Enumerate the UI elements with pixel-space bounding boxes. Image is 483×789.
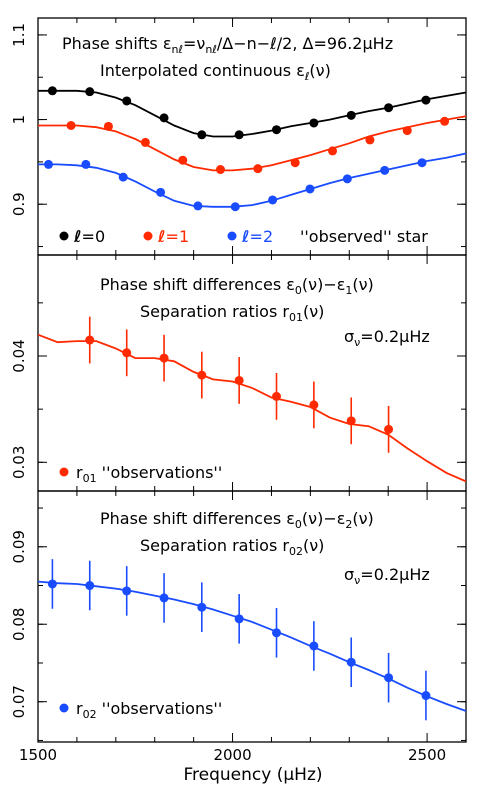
y-tick-label: 0.09	[10, 530, 28, 563]
data-point-l0	[197, 130, 207, 140]
data-point-l1	[402, 126, 412, 136]
data-point-l2	[44, 159, 54, 169]
legend-marker-l0	[59, 231, 69, 241]
curve-bottom	[38, 580, 466, 712]
data-point-bottom	[421, 691, 431, 701]
data-point-l1	[440, 116, 450, 126]
legend-label-l0: ℓ=0	[73, 227, 105, 246]
y-tick-label: 1.1	[10, 23, 28, 47]
curve-l0	[38, 89, 466, 138]
data-point-bottom	[85, 581, 95, 591]
data-point-l0	[47, 86, 57, 96]
bot-sigma: σν=0.2μHz	[344, 565, 430, 587]
data-point-l2	[156, 187, 166, 197]
legend-label-r02: r02 ''observations''	[76, 699, 222, 721]
top-title-line1: Phase shifts εnℓ=νnℓ/Δ−n−ℓ/2, Δ=96.2μHz	[62, 34, 393, 56]
data-point-l0	[272, 125, 282, 135]
data-point-middle	[197, 370, 207, 380]
data-point-l0	[122, 96, 132, 106]
data-point-l0	[384, 103, 394, 113]
data-point-l0	[421, 95, 431, 105]
top-title-line2: Interpolated continuous εℓ(ν)	[100, 61, 331, 83]
legend-label-l1: ℓ=1	[157, 227, 189, 246]
curve-l2	[38, 152, 466, 208]
legend-marker-r01	[59, 467, 69, 477]
data-point-l0	[346, 110, 356, 120]
y-tick-label: 0.9	[10, 192, 28, 216]
data-point-bottom	[159, 593, 169, 603]
panel-frame-top	[37, 17, 467, 256]
legend-label-l2: ℓ=2	[241, 227, 273, 246]
y-tick-label: 0.04	[10, 339, 28, 372]
data-point-bottom	[346, 657, 356, 667]
data-point-middle	[159, 353, 169, 363]
x-tick-label: 2000	[213, 746, 251, 764]
data-point-l2	[305, 184, 315, 194]
data-point-bottom	[272, 628, 282, 638]
data-point-l1	[365, 135, 375, 145]
data-point-middle	[309, 400, 319, 410]
data-point-l2	[342, 174, 352, 184]
data-point-bottom	[384, 673, 394, 683]
data-point-bottom	[122, 586, 132, 596]
x-tick-label: 1500	[19, 746, 57, 764]
data-point-bottom	[47, 579, 57, 589]
data-point-l0	[85, 87, 95, 97]
data-point-l2	[417, 158, 427, 168]
data-point-l2	[193, 201, 203, 211]
y-tick-label: 0.08	[10, 608, 28, 641]
data-point-l1	[328, 146, 338, 156]
bot-legend: r02 ''observations''	[59, 699, 222, 721]
mid-legend: r01 ''observations''	[59, 463, 222, 485]
y-tick-label: 0.03	[10, 446, 28, 479]
legend-label-r01: r01 ''observations''	[76, 463, 222, 485]
data-point-l0	[309, 118, 319, 128]
data-point-l1	[66, 120, 76, 130]
legend-marker-l1	[143, 231, 153, 241]
data-point-l2	[81, 159, 91, 169]
data-point-middle	[346, 416, 356, 426]
y-tick-label: 0.07	[10, 685, 28, 718]
data-point-bottom	[309, 641, 319, 651]
curve-l1	[38, 115, 466, 172]
data-point-bottom	[234, 614, 244, 624]
data-point-l1	[215, 165, 225, 175]
data-point-l2	[230, 202, 240, 212]
data-point-l2	[380, 165, 390, 175]
legend-label-observed: ''observed'' star	[300, 227, 428, 246]
x-axis-label: Frequency (μHz)	[183, 765, 322, 785]
data-point-l0	[234, 130, 244, 140]
x-tick-label: 2500	[408, 746, 446, 764]
data-point-middle	[234, 375, 244, 385]
mid-sigma: σν=0.2μHz	[344, 327, 430, 349]
data-point-l1	[140, 137, 150, 147]
bot-title-line1: Phase shift differences ε0(ν)−ε2(ν)	[100, 509, 374, 531]
data-point-l1	[290, 158, 300, 168]
data-point-l0	[159, 113, 169, 123]
legend-marker-l2	[227, 231, 237, 241]
data-point-middle	[122, 348, 132, 358]
data-point-middle	[85, 335, 95, 345]
curve-middle	[38, 333, 466, 483]
data-point-l2	[268, 195, 278, 205]
data-point-middle	[384, 424, 394, 434]
bot-title-line2: Separation ratios r02(ν)	[140, 536, 324, 558]
mid-title-line1: Phase shift differences ε0(ν)−ε1(ν)	[100, 275, 374, 297]
panel-frame-bottom	[37, 490, 467, 743]
data-point-l1	[253, 164, 263, 174]
data-point-bottom	[197, 602, 207, 612]
data-point-l1	[178, 155, 188, 165]
y-tick-label: 1	[10, 115, 28, 125]
mid-title-line2: Separation ratios r01(ν)	[140, 302, 324, 324]
legend-marker-r02	[59, 703, 69, 713]
data-point-middle	[272, 391, 282, 401]
top-legend: ℓ=0 ℓ=1 ℓ=2 ''observed'' star	[59, 227, 428, 246]
data-point-l1	[103, 121, 113, 131]
data-point-l2	[118, 172, 128, 182]
